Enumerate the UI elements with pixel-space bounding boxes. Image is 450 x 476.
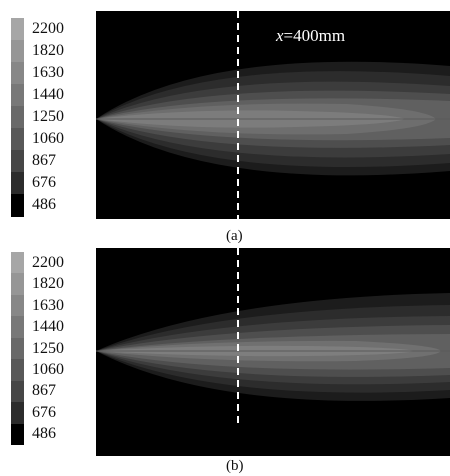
colorbar-tick-label: 1440: [32, 86, 64, 103]
colorbar-tick-label: 676: [32, 403, 56, 421]
colorbar-tick-label: 676: [32, 174, 56, 191]
colorbar-segment: [11, 316, 24, 339]
colorbar-tick-label: 867: [32, 382, 56, 400]
colorbar-segment: [11, 84, 24, 107]
colorbar-tick-label: 1630: [32, 296, 64, 314]
colorbar-segment: [11, 273, 24, 296]
colorbar-tick-label: 867: [32, 152, 56, 169]
caption-a: (a): [226, 228, 243, 244]
colorbar-segment: [11, 294, 24, 317]
colorbar-tick-label: 2200: [32, 20, 64, 37]
colorbar-tick-label: 486: [32, 196, 56, 213]
colorbar-segment: [11, 380, 24, 403]
contour-plot-a: [96, 11, 450, 219]
colorbar-tick-label: 1820: [32, 42, 64, 59]
contour-svg-b: [96, 248, 450, 428]
colorbar-b: [11, 252, 24, 446]
colorbar-segment: [11, 150, 24, 173]
colorbar-tick-label: 1250: [32, 108, 64, 125]
colorbar-segment: [11, 337, 24, 360]
contour-svg-a: [96, 11, 450, 219]
colorbar-segment: [11, 172, 24, 195]
colorbar-segment: [11, 194, 24, 217]
contour-plot-b: [96, 248, 450, 456]
colorbar-segment: [11, 128, 24, 151]
colorbar-tick-label: 1060: [32, 360, 64, 378]
colorbar-segment: [11, 359, 24, 382]
position-annotation: x=400mm: [276, 26, 346, 45]
colorbar-tick-label: 486: [32, 425, 56, 443]
colorbar-segment: [11, 106, 24, 129]
colorbar-tick-label: 1820: [32, 275, 64, 293]
colorbar-tick-label: 1440: [32, 318, 64, 336]
colorbar-tick-label: 1630: [32, 64, 64, 81]
colorbar-segment: [11, 252, 24, 274]
colorbar-segment: [11, 18, 24, 41]
colorbar-segment: [11, 423, 24, 446]
colorbar-a: [11, 18, 24, 217]
colorbar-tick-label: 1060: [32, 130, 64, 147]
colorbar-segment: [11, 402, 24, 425]
caption-b: (b): [226, 458, 244, 474]
colorbar-segment: [11, 62, 24, 85]
colorbar-segment: [11, 40, 24, 63]
colorbar-tick-label: 2200: [32, 253, 64, 271]
colorbar-tick-label: 1250: [32, 339, 64, 357]
